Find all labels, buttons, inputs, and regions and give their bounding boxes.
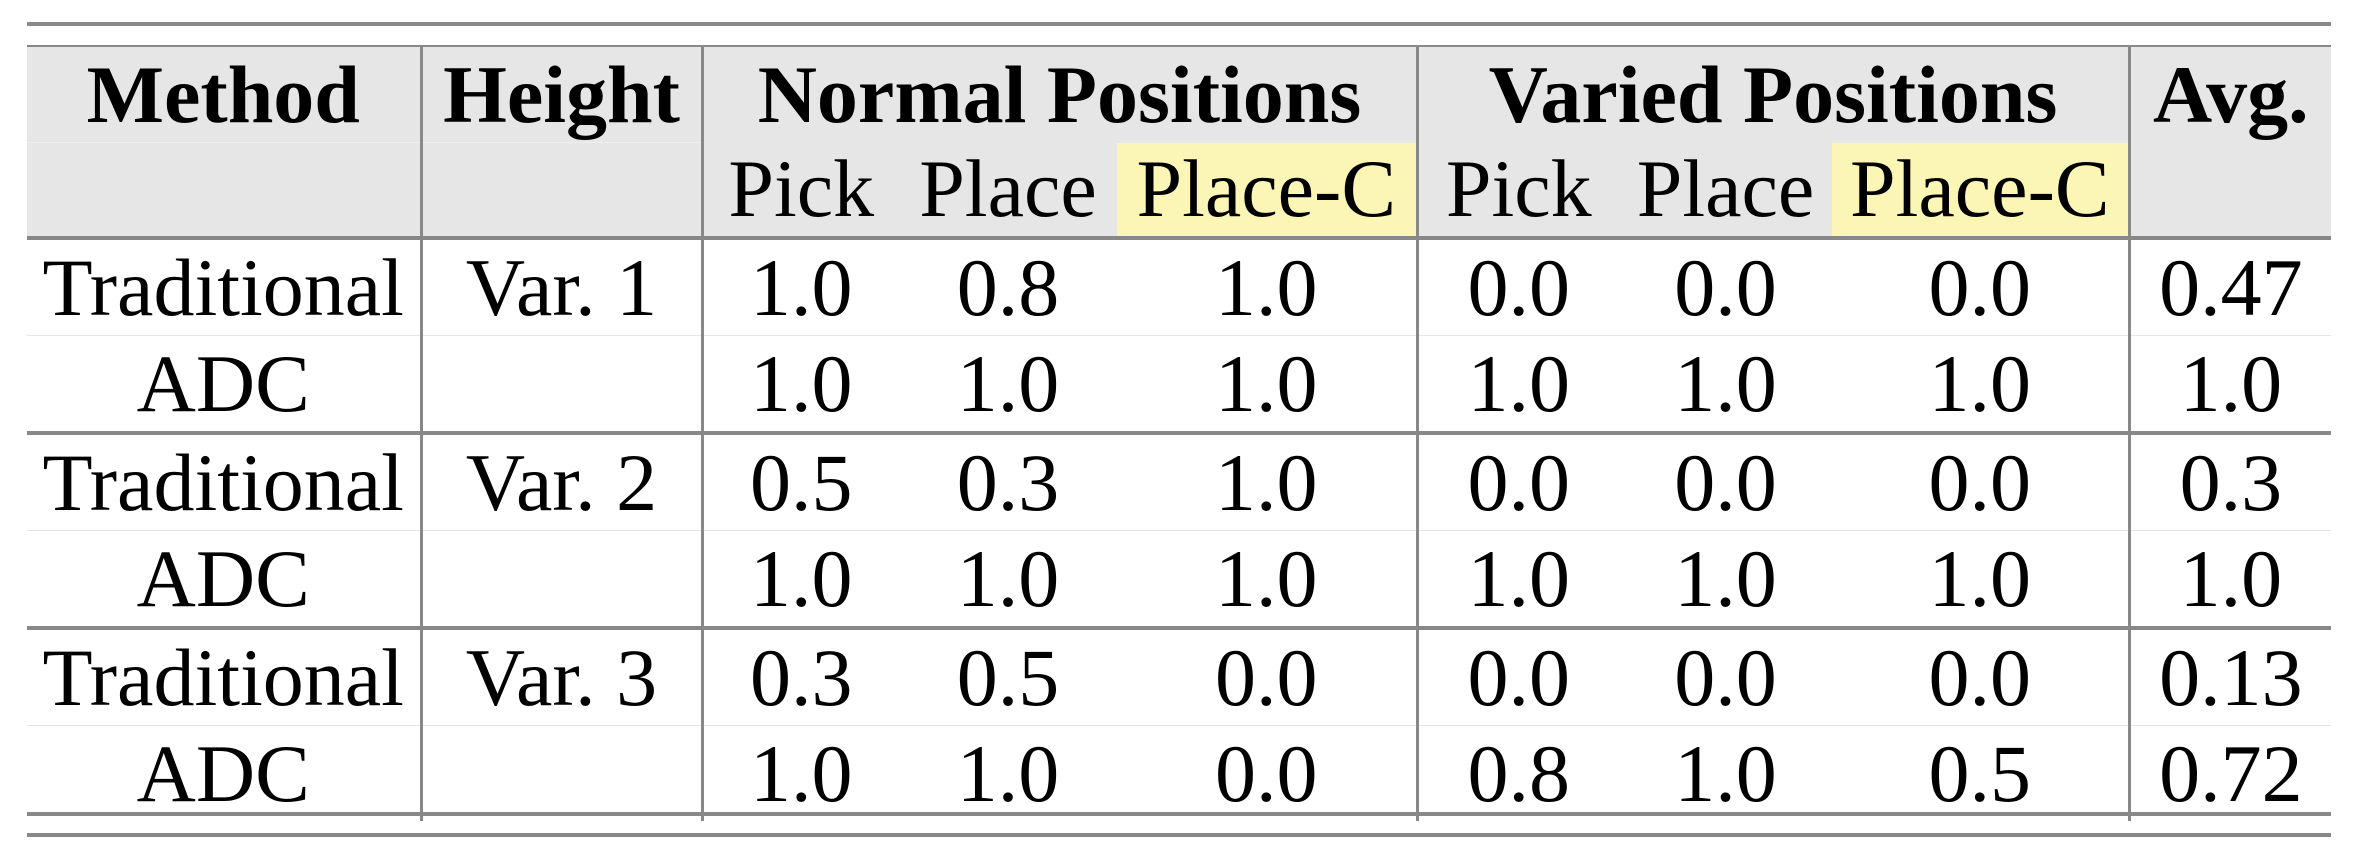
value-cell: 0.0 bbox=[1415, 431, 1620, 531]
header-normal-pick: Pick bbox=[700, 142, 899, 238]
top-rule bbox=[27, 22, 2331, 26]
height-cell bbox=[419, 530, 702, 628]
header-normal-positions: Normal Positions bbox=[700, 47, 1418, 143]
value-cell: 1.0 bbox=[700, 335, 899, 433]
bottom-rule bbox=[27, 812, 2331, 816]
value-cell: 0.0 bbox=[1117, 725, 1418, 821]
value-cell: 1.0 bbox=[1619, 335, 1833, 433]
value-cell: 1.0 bbox=[899, 725, 1117, 821]
header-varied-place-c: Place-C bbox=[1832, 142, 2130, 238]
method-cell: Traditional bbox=[27, 431, 421, 531]
value-cell: 1.0 bbox=[1117, 236, 1418, 336]
avg-cell: 1.0 bbox=[2127, 335, 2332, 433]
header-normal-place: Place bbox=[899, 142, 1117, 238]
table-row: Traditional Var. 1 1.0 0.8 1.0 0.0 0.0 0.0 0.47 bbox=[27, 236, 2332, 336]
value-cell: 0.5 bbox=[899, 626, 1117, 726]
value-cell: 1.0 bbox=[700, 236, 899, 336]
value-cell: 1.0 bbox=[899, 530, 1117, 628]
height-cell bbox=[419, 335, 702, 433]
value-cell: 0.5 bbox=[1832, 725, 2130, 821]
value-cell: 0.0 bbox=[1832, 431, 2130, 531]
avg-cell: 1.0 bbox=[2127, 530, 2332, 628]
value-cell: 1.0 bbox=[1832, 335, 2130, 433]
value-cell: 0.8 bbox=[1415, 725, 1620, 821]
value-cell: 0.8 bbox=[899, 236, 1117, 336]
table-row: ADC 1.0 1.0 0.0 0.8 1.0 0.5 0.72 bbox=[27, 725, 2332, 821]
table-row: ADC 1.0 1.0 1.0 1.0 1.0 1.0 1.0 bbox=[27, 530, 2332, 628]
value-cell: 0.0 bbox=[1619, 431, 1833, 531]
value-cell: 0.0 bbox=[1619, 236, 1833, 336]
avg-cell: 0.3 bbox=[2127, 431, 2332, 531]
value-cell: 1.0 bbox=[700, 530, 899, 628]
value-cell: 1.0 bbox=[700, 725, 899, 821]
final-rule bbox=[27, 833, 2331, 837]
height-cell: Var. 1 bbox=[419, 236, 702, 336]
value-cell: 0.3 bbox=[899, 431, 1117, 531]
height-cell bbox=[419, 725, 702, 821]
value-cell: 1.0 bbox=[1619, 725, 1833, 821]
value-cell: 1.0 bbox=[1619, 530, 1833, 628]
table-row: ADC 1.0 1.0 1.0 1.0 1.0 1.0 1.0 bbox=[27, 335, 2332, 433]
method-cell: ADC bbox=[27, 530, 421, 628]
avg-cell: 0.72 bbox=[2127, 725, 2332, 821]
value-cell: 1.0 bbox=[1117, 335, 1418, 433]
value-cell: 0.0 bbox=[1415, 236, 1620, 336]
header-height: Height bbox=[419, 47, 702, 143]
header-normal-place-c: Place-C bbox=[1117, 142, 1418, 238]
results-table: Method Height Normal Positions Varied Po… bbox=[27, 47, 2332, 821]
avg-cell: 0.47 bbox=[2127, 236, 2332, 336]
value-cell: 0.0 bbox=[1832, 626, 2130, 726]
avg-cell: 0.13 bbox=[2127, 626, 2332, 726]
value-cell: 0.5 bbox=[700, 431, 899, 531]
method-cell: Traditional bbox=[27, 236, 421, 336]
height-cell: Var. 3 bbox=[419, 626, 702, 726]
method-cell: ADC bbox=[27, 725, 421, 821]
value-cell: 0.0 bbox=[1619, 626, 1833, 726]
value-cell: 0.0 bbox=[1117, 626, 1418, 726]
table-row: Traditional Var. 3 0.3 0.5 0.0 0.0 0.0 0.0 0.13 bbox=[27, 626, 2332, 726]
value-cell: 0.0 bbox=[1415, 626, 1620, 726]
header-avg: Avg. bbox=[2127, 47, 2332, 143]
header-height-blank bbox=[419, 142, 702, 238]
value-cell: 0.3 bbox=[700, 626, 899, 726]
header-varied-place: Place bbox=[1619, 142, 1833, 238]
header-method: Method bbox=[27, 47, 421, 143]
value-cell: 1.0 bbox=[1415, 530, 1620, 628]
value-cell: 1.0 bbox=[1832, 530, 2130, 628]
value-cell: 1.0 bbox=[899, 335, 1117, 433]
method-cell: ADC bbox=[27, 335, 421, 433]
header-avg-blank bbox=[2127, 142, 2332, 238]
table-row: Traditional Var. 2 0.5 0.3 1.0 0.0 0.0 0.0 0.3 bbox=[27, 431, 2332, 531]
header-varied-positions: Varied Positions bbox=[1415, 47, 2130, 143]
value-cell: 1.0 bbox=[1117, 530, 1418, 628]
value-cell: 1.0 bbox=[1415, 335, 1620, 433]
height-cell: Var. 2 bbox=[419, 431, 702, 531]
header-method-blank bbox=[27, 142, 421, 238]
value-cell: 1.0 bbox=[1117, 431, 1418, 531]
method-cell: Traditional bbox=[27, 626, 421, 726]
header-varied-pick: Pick bbox=[1415, 142, 1620, 238]
value-cell: 0.0 bbox=[1832, 236, 2130, 336]
